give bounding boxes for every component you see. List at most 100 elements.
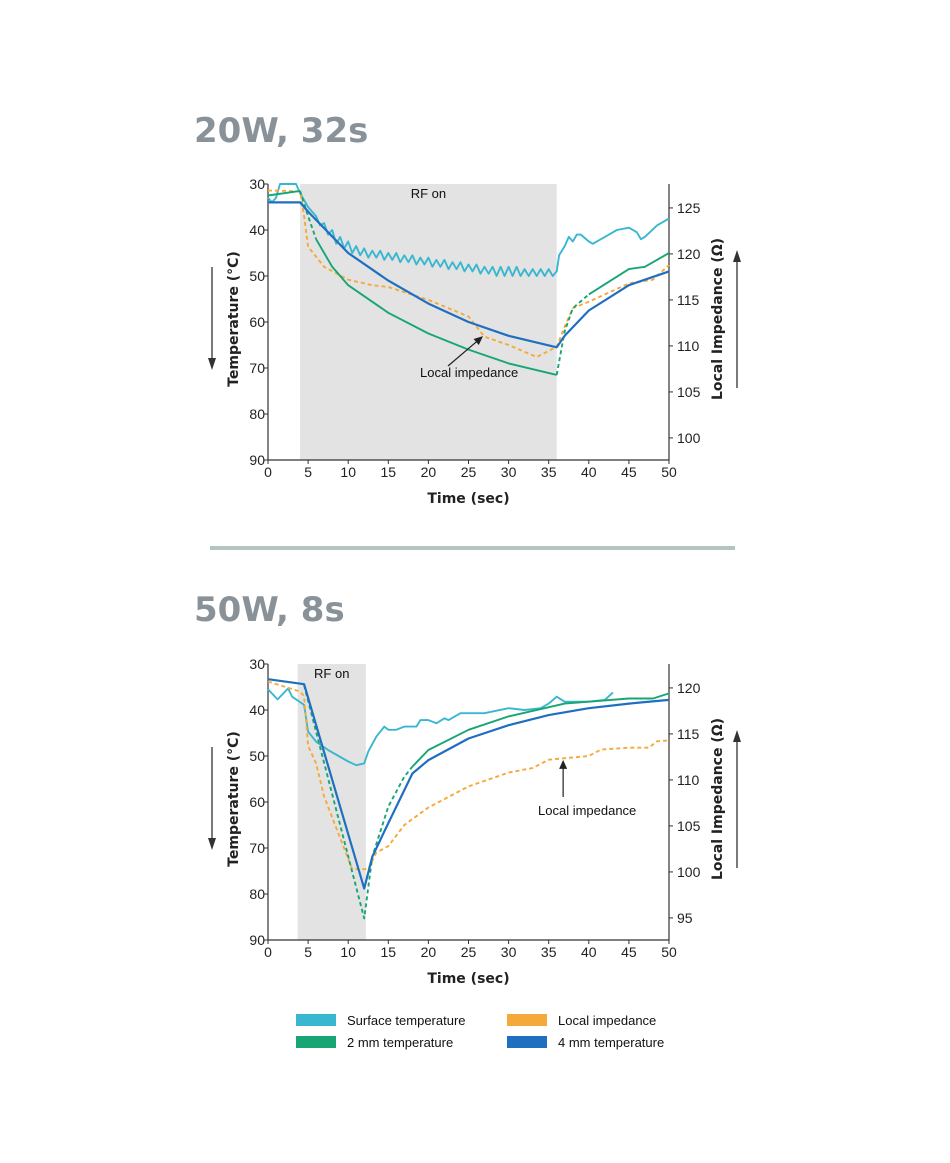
y-tick-label: 70 bbox=[249, 840, 265, 856]
y-axis-label: Temperature (°C) bbox=[226, 251, 242, 387]
rf-on-band bbox=[300, 184, 557, 460]
line-mm2 bbox=[303, 684, 414, 920]
annotation-local-impedance: Local impedance bbox=[420, 365, 518, 380]
y-tick-label: 40 bbox=[249, 222, 265, 238]
chart-title-50w: 50W, 8s bbox=[194, 590, 345, 630]
y2-tick-label: 115 bbox=[677, 292, 700, 308]
line-mm2 bbox=[588, 252, 670, 296]
y2-tick-label: 105 bbox=[677, 384, 701, 400]
x-tick-label: 35 bbox=[541, 464, 557, 480]
y-tick-label: 60 bbox=[249, 794, 265, 810]
chart-1: RF on 0 5 10 15 20 25 30 35 40 45 50 30 40 50 60 70 80 90 9… bbox=[208, 656, 741, 987]
x-tick-label: 50 bbox=[661, 944, 677, 960]
rf-on-label: RF on bbox=[314, 666, 349, 681]
rf-on-label: RF on bbox=[411, 186, 446, 201]
x-axis-label: Time (sec) bbox=[427, 971, 509, 987]
legend-swatch-impedance bbox=[507, 1014, 547, 1026]
series-impedance bbox=[267, 680, 670, 871]
y-axis-label: Temperature (°C) bbox=[226, 731, 242, 867]
chart-0: RF on 0 5 10 15 20 25 30 35 40 45 50 30 40 50 60 70 80 90 1… bbox=[208, 176, 741, 507]
y2-tick-label: 95 bbox=[677, 910, 693, 926]
series-mm2 bbox=[303, 684, 670, 920]
legend-swatch-mm4 bbox=[507, 1036, 547, 1048]
y-tick-label: 80 bbox=[249, 886, 265, 902]
line-impedance bbox=[267, 189, 670, 358]
y2-tick-label: 120 bbox=[677, 246, 701, 262]
series-mm2 bbox=[267, 189, 670, 376]
line-impedance bbox=[267, 680, 670, 871]
section-divider bbox=[210, 546, 735, 550]
line-mm2 bbox=[411, 692, 670, 768]
y-tick-label: 40 bbox=[249, 702, 265, 718]
line-mm2 bbox=[315, 238, 557, 376]
y-tick-label: 50 bbox=[249, 748, 265, 764]
annotation-local-impedance: Local impedance bbox=[538, 803, 636, 818]
x-tick-label: 10 bbox=[340, 464, 356, 480]
y-tick-label: 70 bbox=[249, 360, 265, 376]
y-tick-label: 30 bbox=[249, 176, 265, 192]
x-tick-label: 0 bbox=[264, 464, 272, 480]
line-mm2 bbox=[555, 293, 590, 376]
legend-swatch-mm2 bbox=[296, 1036, 336, 1048]
x-tick-label: 45 bbox=[621, 944, 637, 960]
line-surface bbox=[267, 687, 614, 767]
y-tick-label: 90 bbox=[249, 452, 265, 468]
x-tick-label: 10 bbox=[340, 944, 356, 960]
x-tick-label: 40 bbox=[581, 944, 597, 960]
down-arrow-head-icon bbox=[208, 358, 216, 370]
x-tick-label: 30 bbox=[501, 464, 517, 480]
legend-label-impedance: Local impedance bbox=[558, 1013, 656, 1028]
y-tick-label: 60 bbox=[249, 314, 265, 330]
y2-tick-label: 115 bbox=[677, 726, 700, 742]
annotation-arrow-icon bbox=[447, 339, 479, 367]
legend: Surface temperature Local impedance 2 mm t… bbox=[296, 1013, 664, 1050]
y-tick-label: 90 bbox=[249, 932, 265, 948]
x-tick-label: 0 bbox=[264, 944, 272, 960]
x-tick-label: 20 bbox=[421, 944, 437, 960]
x-tick-label: 50 bbox=[661, 464, 677, 480]
x-axis-label: Time (sec) bbox=[427, 491, 509, 507]
x-tick-label: 30 bbox=[501, 944, 517, 960]
x-tick-label: 45 bbox=[621, 464, 637, 480]
line-mm4 bbox=[267, 678, 670, 890]
x-tick-label: 40 bbox=[581, 464, 597, 480]
legend-swatch-surface bbox=[296, 1014, 336, 1026]
legend-label-mm2: 2 mm temperature bbox=[347, 1035, 453, 1050]
line-mm2 bbox=[299, 190, 317, 240]
series-mm4 bbox=[267, 678, 670, 890]
x-tick-label: 15 bbox=[381, 944, 397, 960]
y2-tick-label: 125 bbox=[677, 200, 701, 216]
x-tick-label: 25 bbox=[461, 944, 477, 960]
y2-axis-label: Local Impedance (Ω) bbox=[710, 238, 726, 400]
line-mm2 bbox=[267, 189, 301, 197]
series-surface bbox=[267, 183, 670, 277]
y2-tick-label: 100 bbox=[677, 864, 701, 880]
y2-tick-label: 105 bbox=[677, 818, 701, 834]
annotation-arrow-head-icon bbox=[559, 759, 568, 769]
x-tick-label: 35 bbox=[541, 944, 557, 960]
y2-tick-label: 100 bbox=[677, 430, 701, 446]
x-tick-label: 15 bbox=[381, 464, 397, 480]
legend-label-mm4: 4 mm temperature bbox=[558, 1035, 664, 1050]
series-mm4 bbox=[268, 201, 670, 349]
legend-label-surface: Surface temperature bbox=[347, 1013, 466, 1028]
x-tick-label: 25 bbox=[461, 464, 477, 480]
up-arrow-head-icon bbox=[733, 250, 741, 262]
down-arrow-head-icon bbox=[208, 838, 216, 850]
rf-on-band bbox=[297, 664, 366, 940]
chart-title-20w: 20W, 32s bbox=[194, 111, 368, 151]
y-tick-label: 80 bbox=[249, 406, 265, 422]
y2-tick-label: 120 bbox=[677, 680, 701, 696]
up-arrow-head-icon bbox=[733, 730, 741, 742]
line-mm4 bbox=[268, 201, 670, 349]
y2-tick-label: 110 bbox=[677, 338, 700, 354]
x-tick-label: 5 bbox=[304, 944, 312, 960]
y2-axis-label: Local Impedance (Ω) bbox=[710, 718, 726, 880]
annotation-arrow-head-icon bbox=[473, 336, 484, 346]
x-tick-label: 5 bbox=[304, 464, 312, 480]
series-surface bbox=[267, 687, 614, 767]
y2-tick-label: 110 bbox=[677, 772, 700, 788]
series-impedance bbox=[267, 189, 670, 358]
y-tick-label: 50 bbox=[249, 268, 265, 284]
